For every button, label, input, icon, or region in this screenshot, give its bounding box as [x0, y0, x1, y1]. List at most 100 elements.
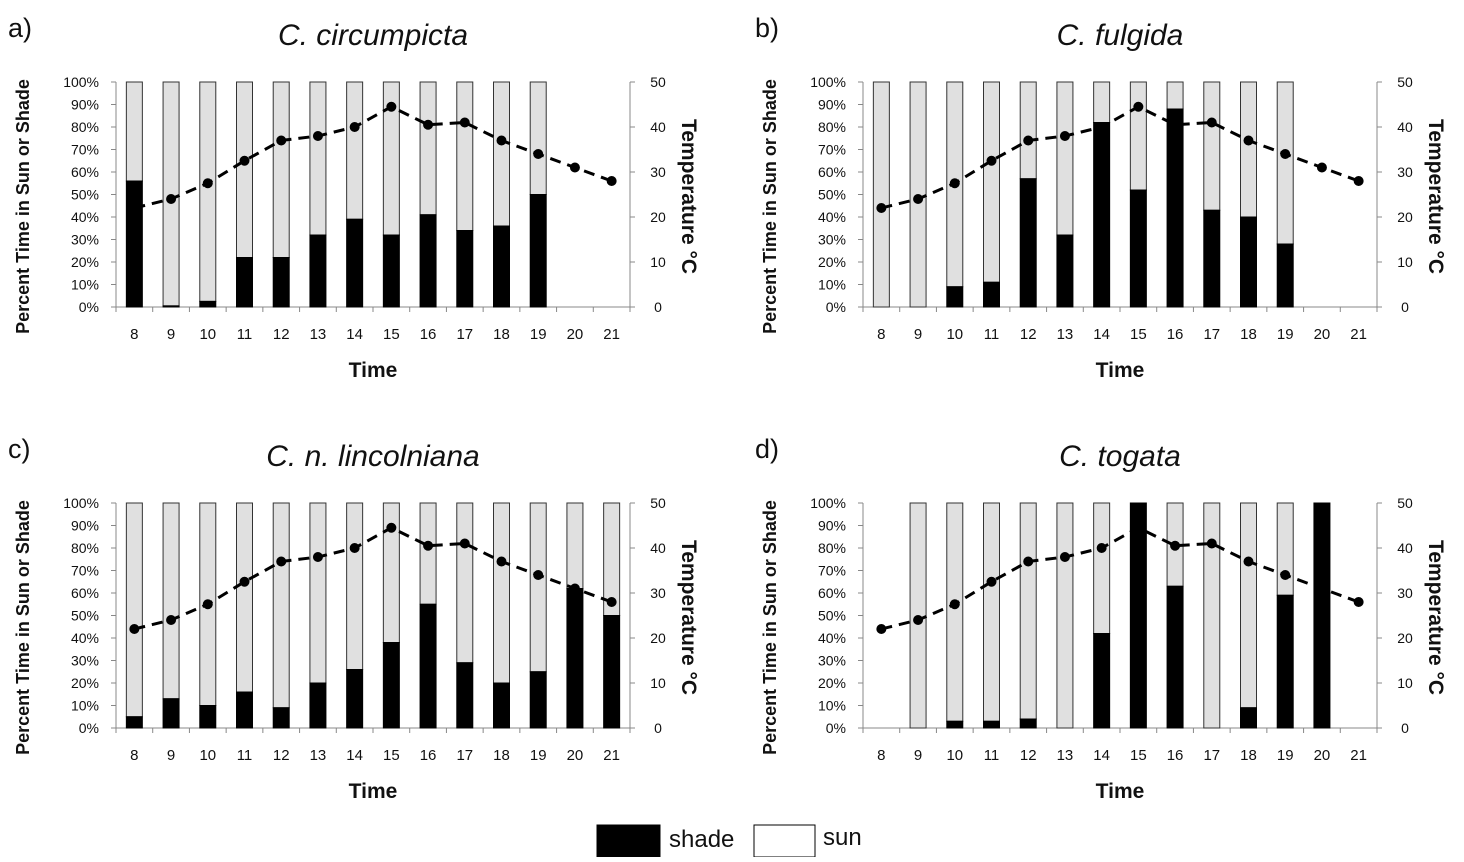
y-tick-label: 90% — [818, 518, 846, 534]
bar-shade — [199, 300, 217, 308]
x-tick-label: 16 — [420, 747, 437, 764]
temperature-line — [881, 526, 1360, 631]
x-tick-label: 11 — [237, 326, 253, 343]
bar-shade — [199, 705, 217, 729]
bar-shade — [382, 642, 400, 729]
bar-shade — [983, 281, 1000, 308]
bar-shade — [529, 671, 547, 729]
temperature-point — [876, 203, 887, 213]
x-tick-label: 19 — [530, 326, 547, 343]
legend-label-shade: shade — [669, 826, 734, 853]
x-tick-label: 10 — [946, 747, 963, 764]
x-tick-label: 17 — [1203, 326, 1220, 343]
x-tick-label: 21 — [603, 747, 620, 764]
y2-tick-label: 50 — [1397, 74, 1413, 90]
temperature-point — [1059, 131, 1070, 141]
y2-axis-title: Temperature °C — [1424, 119, 1447, 274]
panel-label: a) — [8, 13, 32, 43]
bar-sun — [493, 502, 510, 684]
x-tick-label: 16 — [1167, 326, 1184, 343]
x-tick-label: 12 — [1020, 326, 1037, 343]
y-tick-label: 30% — [71, 653, 99, 669]
y-tick-label: 10% — [818, 698, 846, 714]
y-tick-label: 80% — [818, 119, 846, 135]
y-tick-label: 40% — [818, 209, 846, 225]
bar-shade — [419, 603, 437, 729]
bar-sun — [872, 81, 890, 308]
x-tick-label: 17 — [456, 326, 473, 343]
y-tick-label: 30% — [818, 232, 846, 248]
y-tick-label: 100% — [63, 74, 99, 90]
y-tick-label: 60% — [71, 585, 99, 601]
bar-sun — [983, 502, 1000, 722]
bar-shade — [1166, 108, 1184, 308]
temperature-point — [986, 155, 997, 166]
bar-sun — [1276, 81, 1294, 245]
y-tick-label: 10% — [818, 277, 846, 293]
temperature-point — [386, 101, 397, 112]
y-tick-label: 0% — [79, 720, 99, 736]
chart-panel-1: a) C. circumpicta 0% 10% 20% 30% 40% 50% 60% 70% 8… — [8, 13, 700, 382]
legend-label-sun: sun — [823, 824, 862, 851]
bar-shade — [236, 691, 253, 729]
temperature-point — [312, 131, 323, 141]
y2-tick-label: 20 — [650, 630, 666, 646]
legend: shade sun — [596, 824, 862, 858]
bar-sun — [456, 81, 474, 231]
bar-sun — [1019, 502, 1037, 720]
y-tick-label: 20% — [818, 254, 846, 270]
y-tick-label: 0% — [826, 720, 846, 736]
bar-shade — [346, 669, 364, 729]
x-tick-label: 8 — [877, 326, 885, 343]
x-tick-label: 10 — [199, 747, 216, 764]
x-tick-label: 20 — [1314, 326, 1331, 343]
bar-shade — [603, 615, 621, 729]
y-tick-label: 90% — [71, 97, 99, 113]
x-tick-label: 13 — [1057, 747, 1074, 764]
y2-tick-label: 30 — [650, 585, 666, 601]
x-tick-label: 15 — [383, 326, 400, 343]
y-tick-label: 10% — [71, 277, 99, 293]
y-tick-label: 80% — [71, 540, 99, 556]
x-tick-label: 9 — [914, 747, 922, 764]
bar-shade — [309, 682, 327, 729]
bar-sun — [162, 502, 180, 700]
x-tick-label: 10 — [199, 326, 216, 343]
y-tick-label: 30% — [71, 232, 99, 248]
y-tick-label: 20% — [71, 675, 99, 691]
y-tick-label: 10% — [71, 698, 99, 714]
bar-sun — [1019, 81, 1037, 180]
y-tick-label: 70% — [818, 563, 846, 579]
bar-sun — [946, 502, 964, 722]
bar-shade — [1240, 707, 1257, 729]
bar-sun — [419, 502, 437, 605]
x-tick-label: 11 — [984, 747, 1000, 764]
temperature-point — [459, 538, 470, 549]
x-tick-label: 15 — [1130, 747, 1147, 764]
bar-sun — [346, 502, 364, 670]
y-tick-label: 30% — [818, 653, 846, 669]
panel-label: d) — [755, 434, 779, 464]
x-tick-label: 12 — [273, 747, 290, 764]
temperature-point — [533, 149, 544, 159]
bar-sun — [236, 81, 253, 258]
y2-tick-label: 50 — [1397, 495, 1413, 511]
temperature-line — [134, 526, 613, 631]
x-tick-label: 15 — [1130, 326, 1147, 343]
bar-sun — [566, 502, 584, 589]
bar-sun — [125, 502, 143, 718]
temperature-point — [1206, 117, 1217, 128]
temperature-point — [423, 119, 434, 130]
temperature-point — [606, 176, 617, 186]
bar-shade — [272, 257, 290, 308]
bar-shade — [566, 588, 584, 729]
temperature-point — [1170, 540, 1181, 551]
bar-sun — [529, 81, 547, 195]
temperature-point — [913, 615, 924, 625]
bar-sun — [1166, 81, 1184, 110]
bar-sun — [983, 81, 1000, 283]
temperature-point — [1096, 543, 1107, 553]
y2-tick-label: 50 — [650, 74, 666, 90]
x-tick-label: 19 — [1277, 326, 1294, 343]
y2-tick-label: 10 — [650, 675, 666, 691]
